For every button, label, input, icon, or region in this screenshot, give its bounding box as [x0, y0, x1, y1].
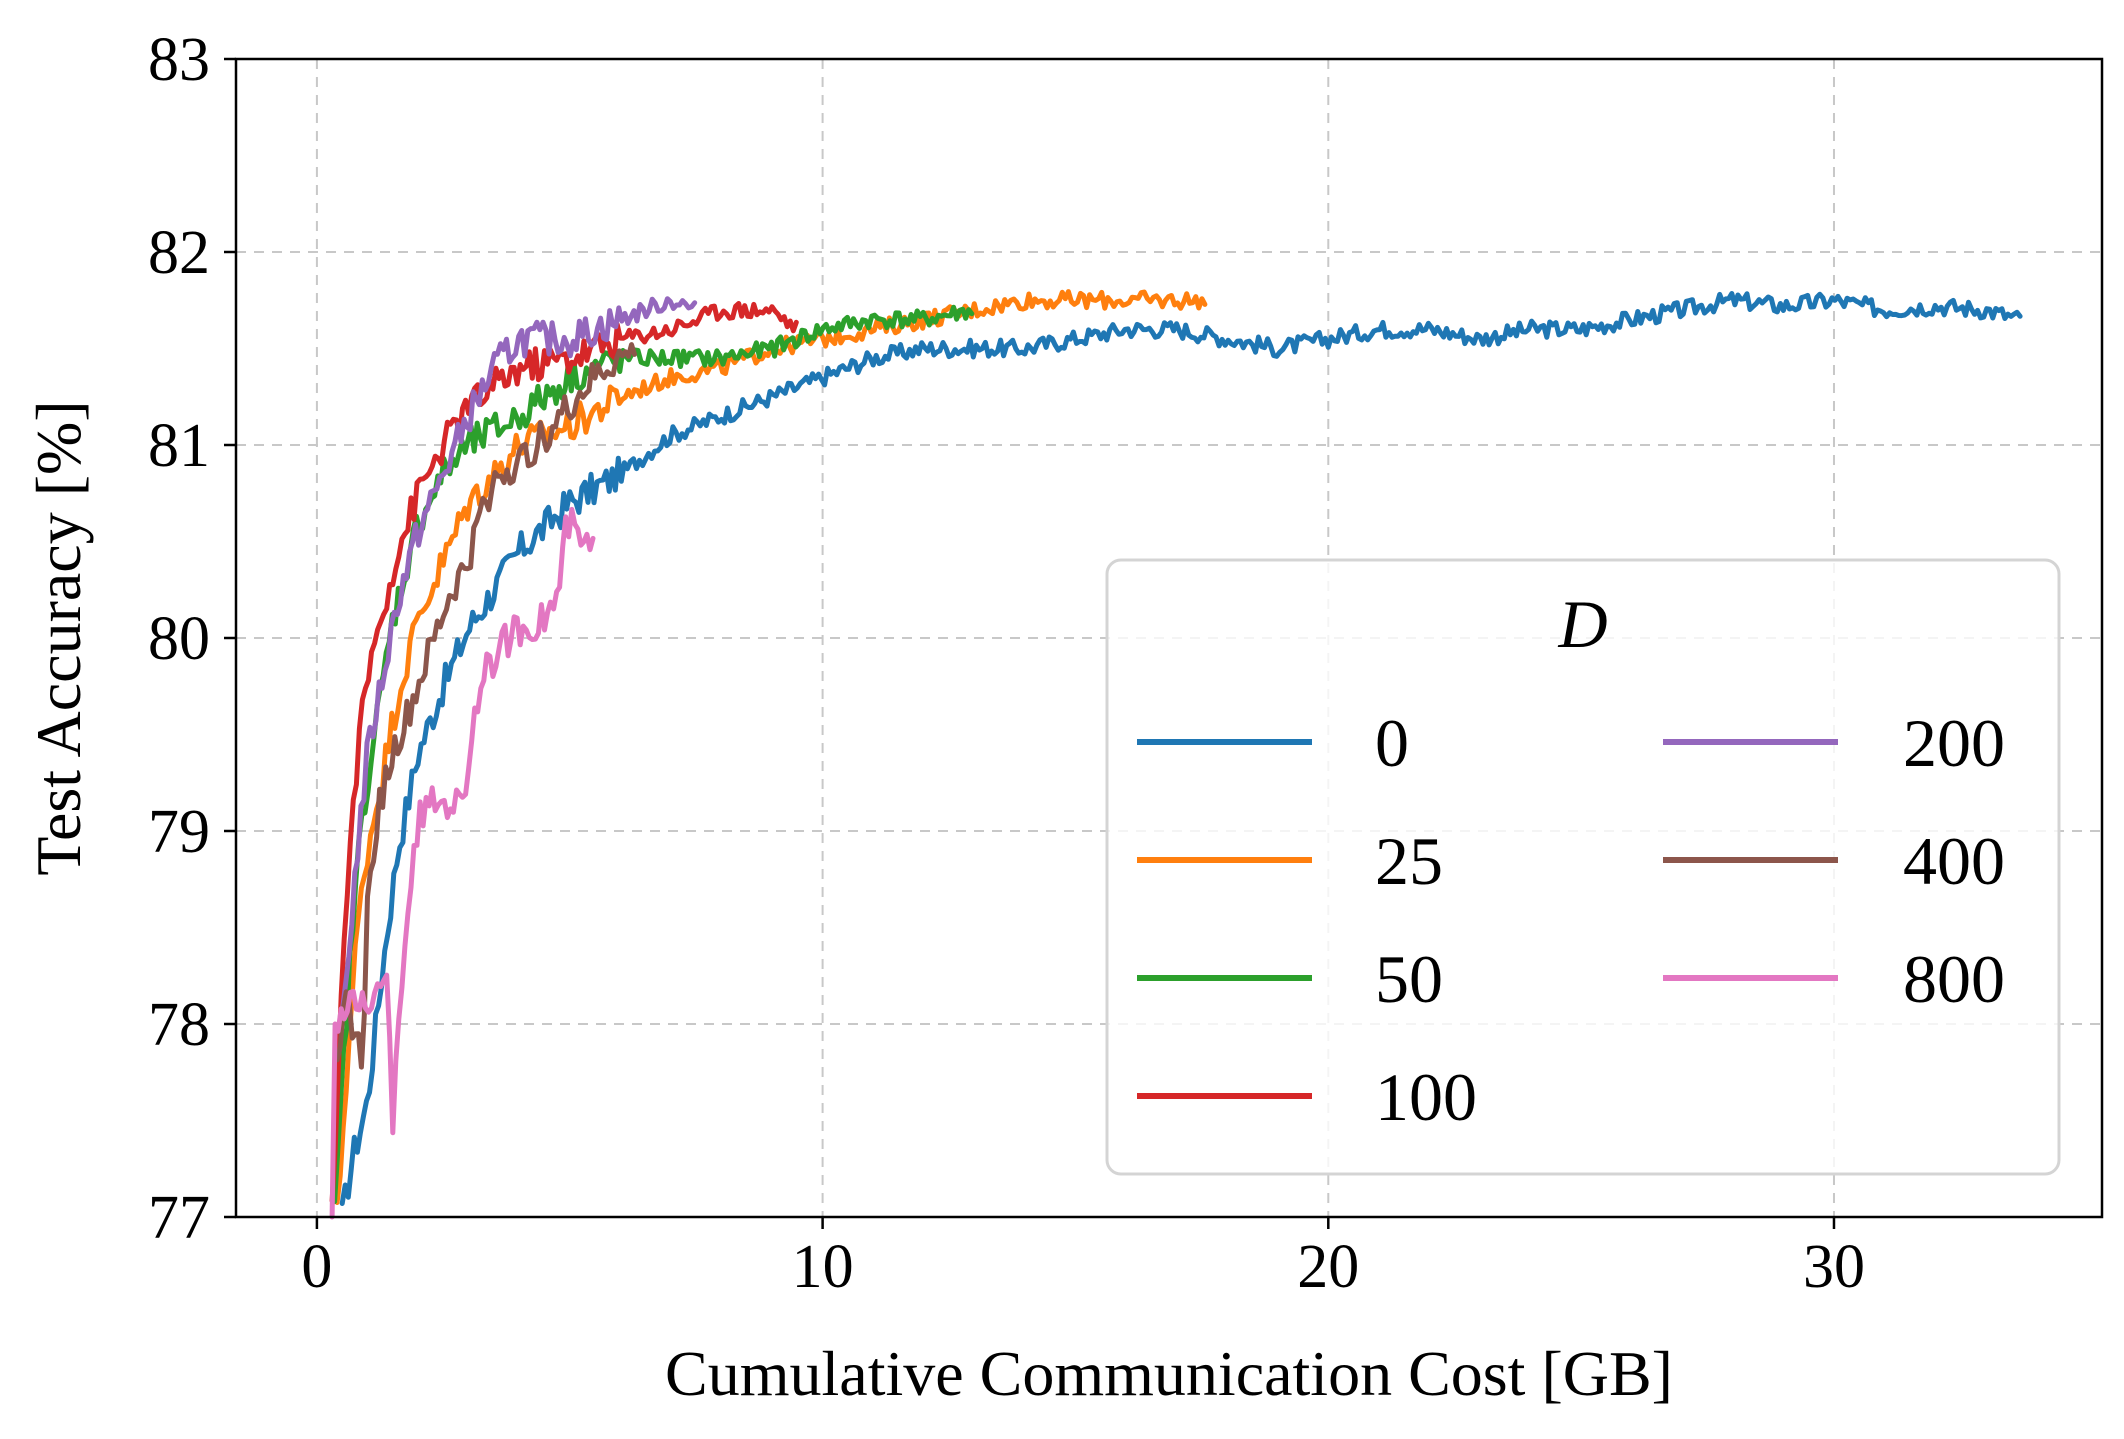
series-line-800: [329, 506, 596, 1220]
y-tick-label: 79: [148, 798, 210, 866]
x-tick-label: 30: [1803, 1233, 1865, 1301]
series-line-100: [329, 301, 799, 1204]
y-axis-title: Test Accuracy [%]: [23, 400, 94, 875]
x-axis-title: Cumulative Communication Cost [GB]: [665, 1338, 1673, 1409]
y-tick-label: 83: [148, 26, 210, 94]
x-axis: 0 10 20 30: [301, 1217, 1865, 1301]
legend-label-400: 400: [1903, 823, 2005, 899]
legend-label-100: 100: [1375, 1059, 1477, 1135]
y-axis: 77 78 79 80 81 82 83: [148, 26, 236, 1252]
legend-label-800: 800: [1903, 941, 2005, 1017]
legend-label-50: 50: [1375, 941, 1443, 1017]
series-line-50: [332, 304, 975, 1205]
y-tick-label: 78: [148, 991, 210, 1059]
y-tick-label: 80: [148, 605, 210, 673]
legend-label-200: 200: [1903, 705, 2005, 781]
y-tick-label: 81: [148, 412, 210, 480]
legend-title: D: [1557, 586, 1607, 662]
y-tick-label: 82: [148, 219, 210, 287]
series-line-0: [339, 291, 2023, 1206]
plot-lines: [329, 289, 2023, 1220]
series-line-400: [334, 342, 637, 1070]
series-line-200: [337, 296, 698, 1029]
x-tick-label: 0: [301, 1233, 332, 1301]
legend-label-25: 25: [1375, 823, 1443, 899]
x-tick-label: 10: [792, 1233, 854, 1301]
legend: D 0 25 50 100 200 400 800: [1105, 558, 2061, 1176]
legend-box: [1105, 558, 2061, 1176]
y-tick-label: 77: [148, 1184, 210, 1252]
legend-label-0: 0: [1375, 705, 1409, 781]
x-tick-label: 20: [1297, 1233, 1359, 1301]
